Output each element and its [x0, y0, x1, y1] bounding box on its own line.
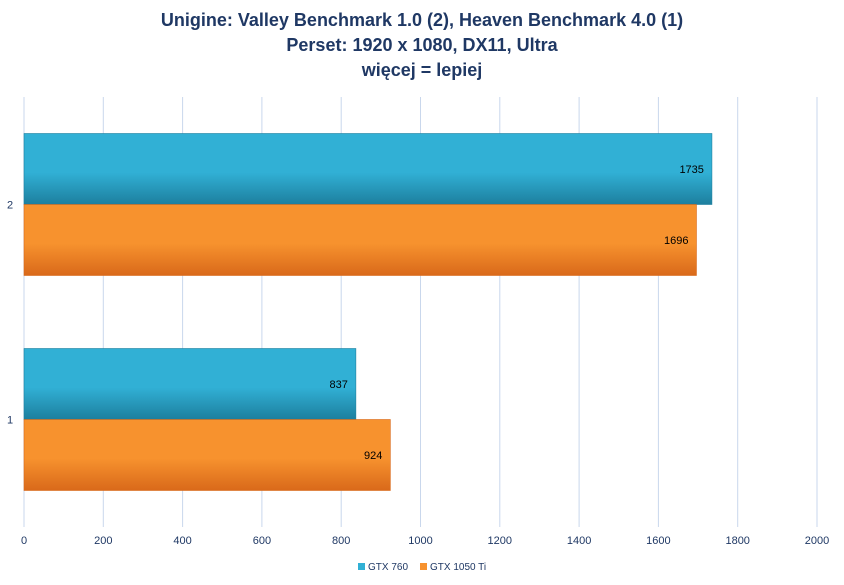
- x-tick-label-1800: 1800: [725, 535, 749, 547]
- x-tick-label-1400: 1400: [567, 535, 591, 547]
- legend: GTX 760 GTX 1050 Ti: [358, 562, 486, 573]
- chart-title-line-1: Unigine: Valley Benchmark 1.0 (2), Heave…: [160, 10, 684, 30]
- y-tick-label-2: 2: [7, 200, 13, 212]
- bar-gtx-1050-ti-cat-2: [23, 204, 697, 276]
- x-tick-label-2000: 2000: [805, 535, 829, 547]
- legend-label-gtx-760: GTX 760: [368, 562, 408, 573]
- x-tick-label-1200: 1200: [488, 535, 512, 547]
- y-tick-label-1: 1: [7, 415, 13, 427]
- data-label-gtx-760-cat-2: 1735: [679, 164, 703, 176]
- x-tick-label-1600: 1600: [646, 535, 670, 547]
- bar-gtx-1050-ti-cat-1: [23, 419, 391, 491]
- bars: [23, 133, 713, 491]
- data-label-gtx-1050-ti-cat-2: 1696: [664, 235, 688, 247]
- legend-label-gtx-1050-ti: GTX 1050 Ti: [430, 562, 486, 573]
- x-tick-label-800: 800: [332, 535, 350, 547]
- x-tick-label-200: 200: [94, 535, 112, 547]
- bar-gtx-760-cat-1: [23, 348, 357, 420]
- data-label-gtx-1050-ti-cat-1: 924: [364, 450, 382, 462]
- x-tick-label-600: 600: [253, 535, 271, 547]
- bar-gtx-760-cat-2: [23, 133, 713, 205]
- legend-swatch-gtx-760: [358, 563, 365, 570]
- legend-swatch-gtx-1050-ti: [420, 563, 427, 570]
- axes: 0 200 400 600 800 1000 1200 1400 1600 1800 2000 1 2: [7, 200, 829, 548]
- chart-title-line-2: Perset: 1920 x 1080, DX11, Ultra: [286, 35, 558, 55]
- chart-title-line-3: więcej = lepiej: [361, 60, 483, 80]
- data-label-gtx-760-cat-1: 837: [330, 379, 348, 391]
- x-tick-label-0: 0: [21, 535, 27, 547]
- data-labels: 837 924 1735 1696: [330, 164, 704, 462]
- x-tick-label-1000: 1000: [408, 535, 432, 547]
- chart-title: Unigine: Valley Benchmark 1.0 (2), Heave…: [0, 8, 844, 83]
- x-tick-label-400: 400: [173, 535, 191, 547]
